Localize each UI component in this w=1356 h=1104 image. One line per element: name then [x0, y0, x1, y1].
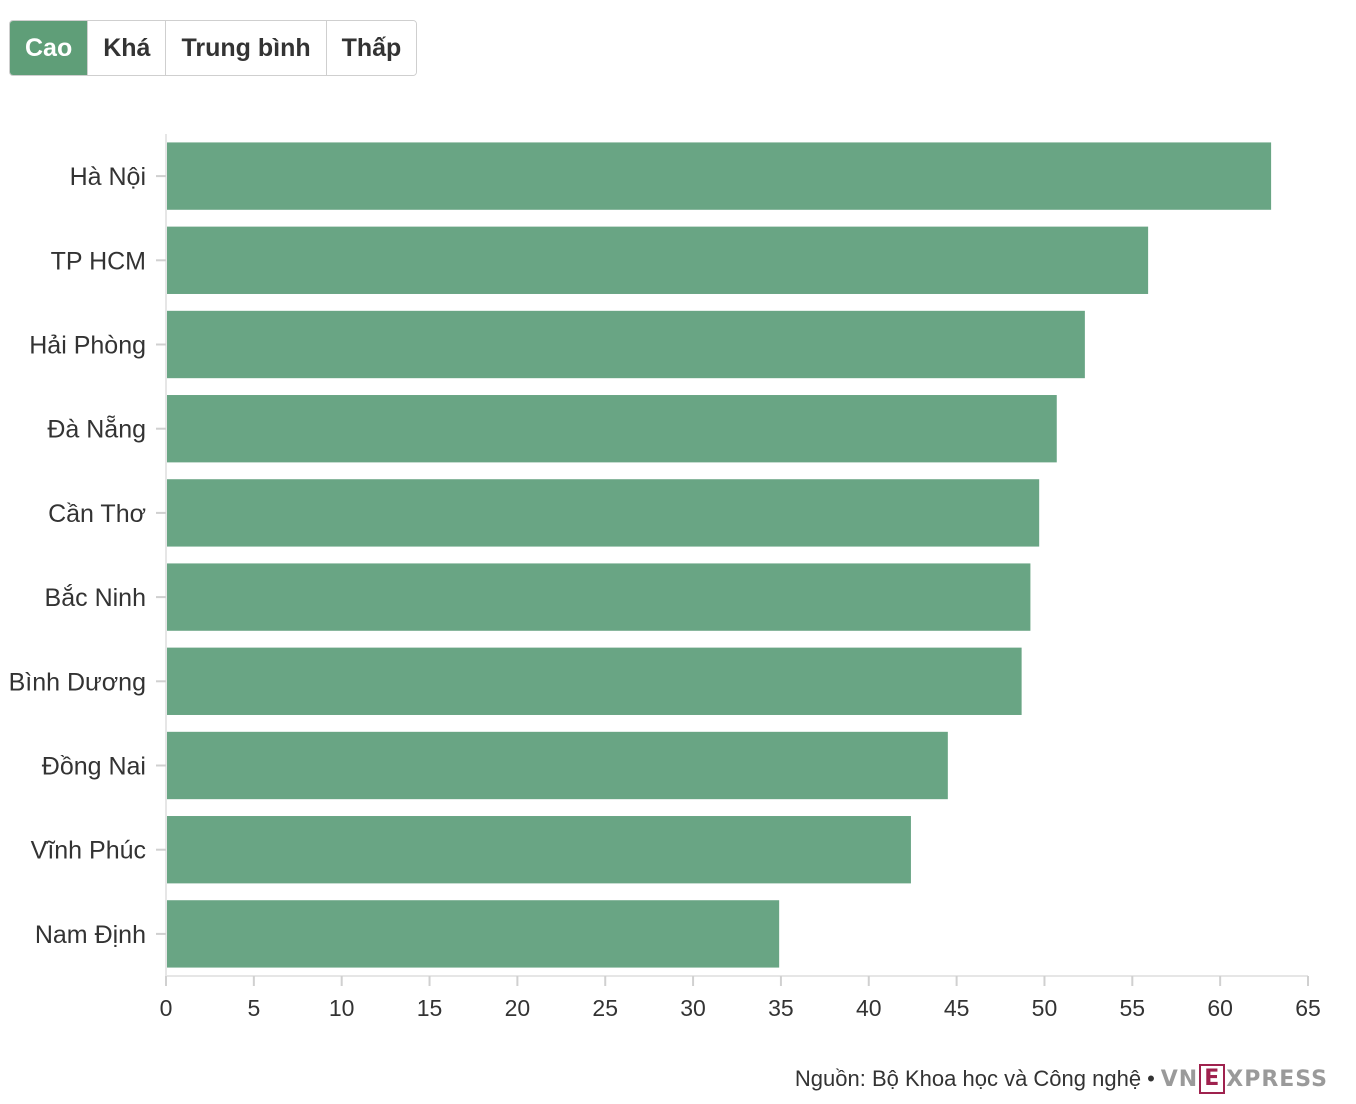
bar[interactable] — [167, 647, 1022, 715]
tab-kha[interactable]: Khá — [88, 21, 167, 75]
category-label: Bắc Ninh — [45, 583, 146, 612]
tab-trung-binh[interactable]: Trung bình — [166, 21, 327, 75]
source-text: Nguồn: Bộ Khoa học và Công nghệ — [794, 1066, 1142, 1091]
x-tick-label: 0 — [160, 995, 173, 1021]
bar[interactable] — [167, 731, 948, 800]
x-tick-label: 30 — [680, 995, 706, 1021]
bar[interactable] — [167, 816, 911, 884]
category-label: Đồng Nai — [42, 753, 146, 781]
category-label: Bình Dương — [9, 668, 146, 696]
x-tick-label: 50 — [1032, 995, 1058, 1021]
x-tick-label: 40 — [856, 995, 882, 1021]
category-label: TP HCM — [51, 247, 146, 275]
bar[interactable] — [167, 310, 1085, 379]
x-tick-label: 20 — [505, 995, 531, 1021]
bar[interactable] — [167, 563, 1031, 631]
tab-thap[interactable]: Thấp — [326, 21, 417, 75]
category-label: Đà Nẵng — [47, 415, 146, 444]
bar-chart: 0 5 10 15 20 25 30 35 40 45 50 55 60 65 Hà Nội TP HCM Hả… — [9, 134, 1321, 1021]
x-tick-label: 5 — [247, 995, 260, 1021]
vnexpress-logo[interactable]: VN E XPRESS — [1161, 1064, 1328, 1094]
bar[interactable] — [167, 900, 780, 968]
bar[interactable] — [167, 226, 1149, 294]
logo-e-box: E — [1199, 1064, 1226, 1094]
footer-separator: • — [1147, 1066, 1155, 1091]
category-tabs: Cao Khá Trung bình Thấp — [9, 20, 418, 76]
x-tick-label: 15 — [417, 995, 443, 1021]
tab-cao[interactable]: Cao — [10, 21, 89, 75]
footer: Nguồn: Bộ Khoa học và Công nghệ • VN E X… — [795, 1062, 1328, 1096]
bar[interactable] — [167, 395, 1057, 463]
category-label: Nam Định — [35, 921, 146, 949]
x-tick-label: 10 — [329, 995, 355, 1021]
x-tick-label: 45 — [944, 995, 970, 1021]
category-label: Cần Thơ — [48, 500, 146, 528]
category-label: Hà Nội — [70, 163, 146, 191]
category-label: Hải Phòng — [29, 332, 146, 360]
x-tick-label: 25 — [592, 995, 618, 1021]
logo-text-xpress: XPRESS — [1226, 1066, 1328, 1092]
x-tick-label: 65 — [1295, 995, 1321, 1021]
x-tick-label: 60 — [1207, 995, 1233, 1021]
x-tick-label: 55 — [1120, 995, 1146, 1021]
bar[interactable] — [167, 142, 1272, 210]
bar[interactable] — [167, 479, 1040, 547]
logo-text-vn: VN — [1160, 1066, 1199, 1092]
x-tick-label: 35 — [768, 995, 794, 1021]
category-label: Vĩnh Phúc — [31, 837, 146, 865]
